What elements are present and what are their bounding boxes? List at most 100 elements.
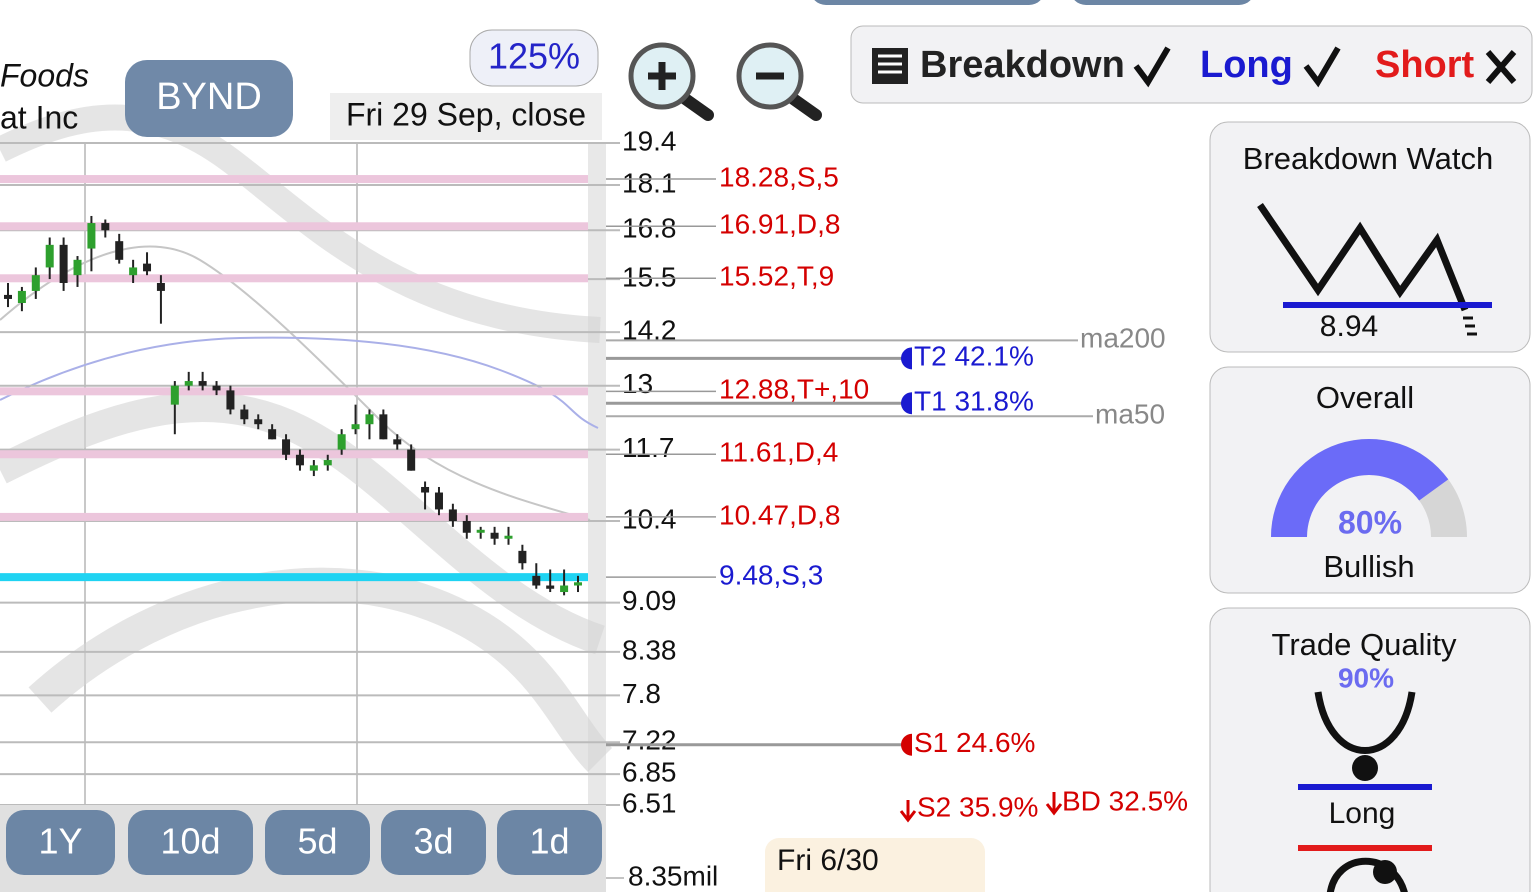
candle-body [490, 532, 499, 539]
candle-body [476, 529, 485, 533]
y-tick-label: 11.7 [622, 432, 674, 463]
candle-body [462, 520, 471, 533]
company-name: Foods [0, 57, 89, 93]
price-chart: 19.418.116.815.514.21311.710.49.098.387.… [0, 125, 1166, 818]
candle-body [129, 267, 138, 276]
panel-title: Trade Quality [1272, 627, 1457, 662]
zoom-pill[interactable] [469, 29, 599, 87]
candle-body [170, 385, 179, 405]
ball [1352, 755, 1378, 781]
date-box [330, 93, 602, 140]
level-band [0, 222, 588, 231]
range-button[interactable] [381, 810, 486, 875]
y-tick-label: 7.22 [622, 725, 677, 756]
ticker: BYND [156, 76, 262, 118]
panel-status: Bullish [1323, 549, 1414, 584]
check [1303, 46, 1341, 88]
y-tick-label: 13 [622, 368, 653, 399]
candle-body [532, 575, 541, 586]
candle-body [518, 550, 527, 564]
target-label: S1 24.6% [914, 727, 1035, 758]
panel-status: Long [1329, 797, 1396, 830]
top-button[interactable] [810, 0, 1045, 5]
panel-value: 90% [1338, 662, 1394, 693]
zoom-in[interactable] [628, 42, 714, 121]
breakdown-icon[interactable] [872, 48, 908, 84]
candle-body [309, 465, 318, 471]
pattern [1314, 691, 1416, 754]
s2-label: S2 35.9% [917, 791, 1038, 822]
y-tick-label: 6.85 [622, 757, 677, 788]
date-tip-text: Fri 6/30 [777, 844, 879, 877]
company-name: at Inc [0, 99, 78, 135]
long-toggle[interactable]: Long [1200, 44, 1293, 86]
short-toggle[interactable]: Short [1375, 44, 1475, 86]
panel-title: Breakdown Watch [1243, 141, 1493, 176]
arrow [1045, 792, 1063, 816]
candle-body [156, 282, 165, 291]
target-marker [901, 347, 912, 370]
candle-body [59, 244, 68, 283]
candle-body [365, 414, 374, 425]
candle-body [448, 509, 457, 521]
candle-body [101, 223, 110, 231]
y-tick-label: 16.8 [622, 213, 677, 244]
range-label: 1Y [38, 821, 82, 862]
candle-body [393, 439, 402, 445]
level-label: 10.47,D,8 [719, 499, 840, 530]
range-label: 10d [160, 821, 220, 862]
range-button[interactable] [497, 810, 602, 875]
volume-label: 8.35mil [628, 860, 718, 891]
candle-body [184, 381, 193, 386]
date: Fri 29 Sep, close [346, 96, 586, 132]
arrow [899, 800, 917, 823]
y-tick-label: 9.09 [622, 585, 677, 616]
scroll-strip [588, 143, 606, 892]
target-label: T2 42.1% [914, 341, 1034, 372]
ma-label: ma200 [1080, 323, 1166, 354]
toolbar [850, 25, 1533, 104]
candle-body [31, 275, 40, 291]
range-button[interactable] [265, 810, 370, 875]
breakdown-toggle[interactable]: Breakdown [920, 44, 1125, 86]
ticker-button[interactable] [125, 60, 293, 137]
level-band [0, 274, 588, 283]
pattern [1327, 857, 1408, 892]
candle-body [87, 223, 96, 249]
candle-body [254, 419, 263, 425]
check [1133, 46, 1171, 88]
candle-body [421, 486, 430, 493]
target-marker [901, 733, 912, 756]
y-tick-label: 6.51 [622, 787, 677, 818]
ma-line [0, 245, 591, 521]
level-label: 12.88,T+,10 [719, 374, 869, 405]
zoom-level: 125% [488, 36, 580, 77]
y-tick-label: 19.4 [622, 125, 677, 156]
zoom-out[interactable] [736, 42, 822, 121]
candle-body [351, 424, 360, 430]
range-label: 1d [529, 821, 569, 862]
pattern [1257, 203, 1469, 312]
target-marker [901, 392, 912, 415]
top-button[interactable] [1070, 0, 1255, 5]
candle-body [143, 263, 152, 272]
candle-body [4, 294, 12, 299]
candle-body [282, 439, 291, 455]
range-label: 3d [413, 821, 453, 862]
candle-body [115, 241, 124, 260]
dashes [1463, 316, 1477, 336]
candle-body [379, 414, 388, 440]
range-button[interactable] [128, 810, 253, 875]
candle-body [337, 434, 346, 450]
range-button[interactable] [6, 810, 115, 875]
level-band [0, 450, 588, 459]
candle-body [560, 585, 569, 593]
level-band [0, 387, 588, 396]
gauge [1271, 439, 1467, 537]
y-tick-label: 8.38 [622, 634, 677, 665]
level-band [0, 175, 588, 184]
candle-body [45, 244, 54, 268]
candle-body [268, 429, 277, 440]
level-band [0, 573, 588, 582]
